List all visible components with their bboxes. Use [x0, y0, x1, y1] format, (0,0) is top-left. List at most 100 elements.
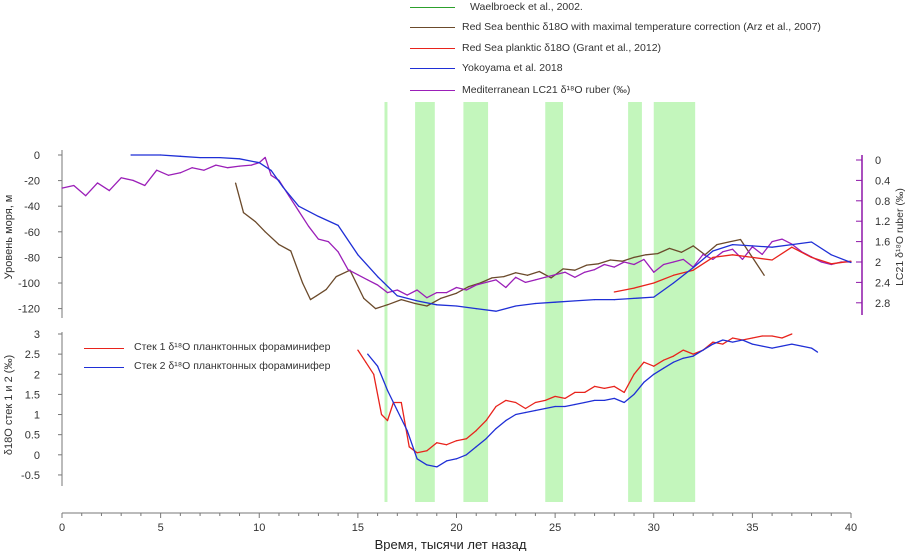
bottom-left-tick-label: -0.5: [21, 470, 40, 482]
top-right-tick-label: 2.4: [875, 277, 890, 289]
series-lc21-ruber-point: [386, 292, 389, 294]
series-lc21-ruber-point: [465, 289, 467, 291]
series-arz-benthic-point: [621, 260, 623, 262]
series-stack-2-point: [367, 353, 369, 355]
series-stack-2-point: [791, 343, 793, 345]
series-stack-2-point: [751, 343, 753, 345]
series-yokoyama-point: [282, 186, 284, 188]
series-arz-benthic-point: [335, 276, 337, 278]
series-stack-2-point: [722, 339, 724, 341]
series-stack-1-point: [633, 373, 635, 375]
series-yokoyama-point: [534, 302, 537, 305]
series-lc21-ruber-point: [584, 271, 586, 273]
series-stack-2-point: [593, 399, 596, 402]
series-lc21-ruber-point: [771, 241, 773, 243]
series-grant-planktic-point: [692, 269, 694, 271]
green-band: [653, 102, 696, 502]
series-arz-benthic-point: [426, 305, 428, 307]
x-tick-label: 0: [59, 522, 65, 534]
series-stack-2-point: [495, 428, 497, 430]
series-stack-1-point: [515, 401, 517, 404]
series-stack-1-point: [593, 385, 596, 387]
x-tick-label: 35: [746, 522, 758, 534]
series-stack-1-point: [455, 440, 458, 442]
series-yokoyama-point: [692, 267, 694, 269]
series-stack-1-point: [653, 365, 655, 367]
series-stack-1-point: [771, 335, 773, 337]
top-right-tick-label: 2.8: [875, 298, 890, 310]
series-arz-benthic-point: [414, 302, 416, 305]
series-stack-2-point: [623, 401, 625, 404]
series-stack-1-point: [672, 355, 675, 357]
series-stack-2-point: [741, 339, 744, 341]
series-arz-benthic-point: [363, 297, 365, 299]
series-stack-2-point: [633, 393, 635, 396]
series-stack-2-point: [426, 464, 428, 466]
series-lc21-ruber-point: [663, 263, 665, 266]
series-yokoyama-point: [396, 295, 398, 297]
series-stack-2-point: [584, 401, 586, 404]
series-lc21-ruber-point: [436, 292, 438, 294]
legend-swatch: [410, 90, 455, 91]
series-lc21-ruber-point: [524, 281, 527, 283]
series-lc21-ruber-point: [426, 297, 428, 299]
series-stack-1-point: [475, 430, 477, 432]
series-lc21-ruber-point: [446, 292, 448, 294]
series-lc21-ruber-point: [761, 253, 763, 255]
series-lc21-ruber-point: [347, 269, 349, 271]
series-arz-benthic-point: [586, 264, 588, 266]
series-stack-1-point: [554, 395, 556, 398]
top-right-tick-label: 0: [875, 155, 881, 167]
series-stack-2-point: [554, 405, 556, 408]
top-left-axis-title: Уровень моря, м: [3, 195, 15, 280]
series-stack-1-point: [400, 401, 402, 404]
series-arz-benthic-point: [440, 297, 442, 299]
series-stack-2-point: [465, 454, 467, 456]
series-lc21-ruber-point: [156, 169, 158, 171]
series-grant-planktic-point: [613, 291, 615, 293]
series-arz-benthic-point: [550, 277, 552, 279]
series-lc21-ruber-point: [732, 248, 734, 250]
series-arz-benthic-point: [739, 238, 742, 241]
top-right-tick-label: 1.2: [875, 216, 890, 228]
series-grant-planktic-point: [633, 287, 635, 289]
series-yokoyama-point: [298, 205, 300, 207]
series-arz-benthic-point: [302, 282, 304, 284]
series-arz-benthic-point: [455, 292, 458, 294]
series-stack-1-point: [534, 401, 537, 404]
series-stack-1-point: [416, 452, 418, 454]
series-lc21-ruber-point: [298, 210, 300, 212]
series-lc21-ruber-point: [505, 286, 507, 289]
series-lc21-ruber-point: [495, 279, 497, 281]
series-yokoyama-point: [258, 162, 260, 164]
series-stack-1-point: [613, 385, 615, 387]
series-lc21-ruber-point: [554, 274, 556, 276]
x-axis-title: Время, тысячи лет назад: [375, 537, 527, 551]
series-arz-benthic-point: [400, 299, 402, 301]
series-stack-2-point: [524, 411, 527, 414]
series-yokoyama-point: [495, 310, 497, 312]
series-arz-benthic-point: [491, 277, 493, 279]
series-stack-2: [367, 339, 818, 468]
series-stack-2-point: [781, 345, 783, 347]
series-stack-1-point: [386, 419, 389, 422]
series-yokoyama-point: [475, 308, 477, 310]
series-stack-1-point: [465, 438, 467, 440]
top-right-tick-label: 0.8: [875, 196, 890, 208]
series-arz-benthic-point: [668, 247, 671, 250]
series-lc21-ruber-point: [179, 172, 181, 174]
legend-entry: Стек 2 δ¹⁸O планктонных фораминифер: [134, 360, 331, 372]
series-lc21-ruber-point: [741, 258, 744, 261]
x-tick-label: 10: [253, 522, 265, 534]
series-lc21-ruber-point: [73, 184, 75, 187]
series-yokoyama-point: [455, 305, 458, 307]
series-stack-2-point: [613, 397, 615, 400]
x-tick-label: 30: [648, 522, 660, 534]
legend-entry: Стек 1 δ¹⁸O планктонных фораминифер: [134, 341, 331, 353]
series-arz-benthic-point: [278, 244, 280, 246]
top-left-tick-label: -20: [24, 176, 40, 188]
series-stack-2-point: [446, 460, 448, 462]
series-stack-1-point: [365, 361, 367, 363]
series-stack-2-point: [816, 351, 819, 353]
series-stack-2-point: [436, 466, 438, 468]
